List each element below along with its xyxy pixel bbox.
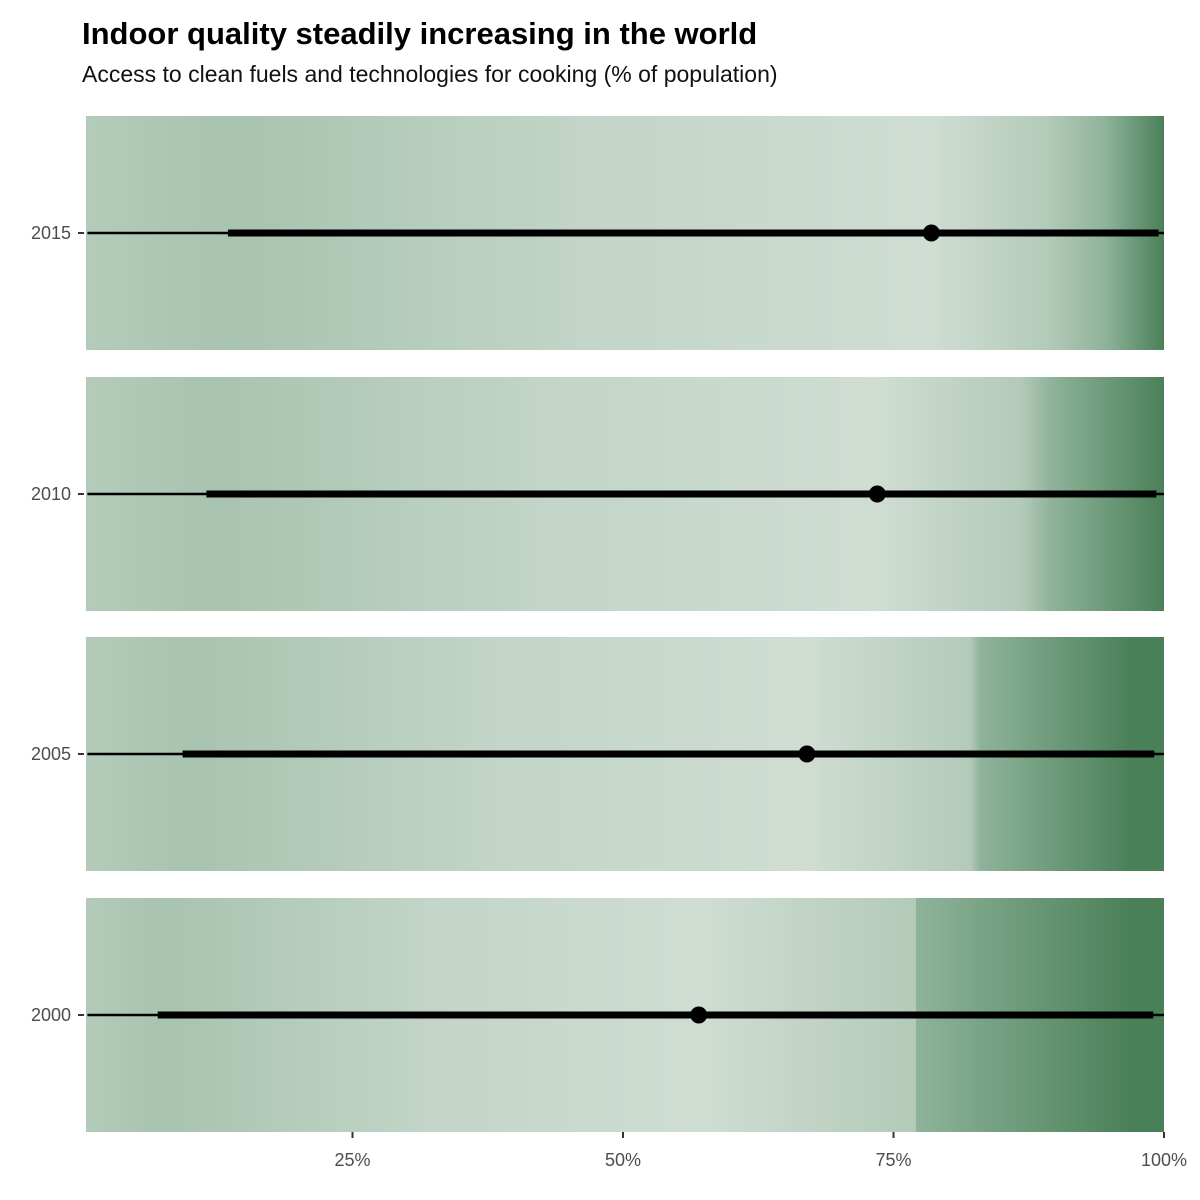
- x-tick-label-75: 75%: [875, 1150, 911, 1170]
- y-tick-label-2005: 2005: [31, 744, 71, 764]
- point-2000: [690, 1006, 708, 1024]
- x-tick-label-25: 25%: [334, 1150, 370, 1170]
- x-tick-label-100: 100%: [1141, 1150, 1187, 1170]
- x-tick-label-50: 50%: [605, 1150, 641, 1170]
- point-2010: [868, 485, 886, 503]
- point-2015: [922, 224, 940, 242]
- chart-subtitle: Access to clean fuels and technologies f…: [82, 61, 778, 87]
- chart-title: Indoor quality steadily increasing in th…: [82, 16, 758, 51]
- y-tick-label-2000: 2000: [31, 1005, 71, 1025]
- point-2005: [798, 745, 816, 763]
- y-tick-label-2015: 2015: [31, 223, 71, 243]
- y-tick-label-2010: 2010: [31, 484, 71, 504]
